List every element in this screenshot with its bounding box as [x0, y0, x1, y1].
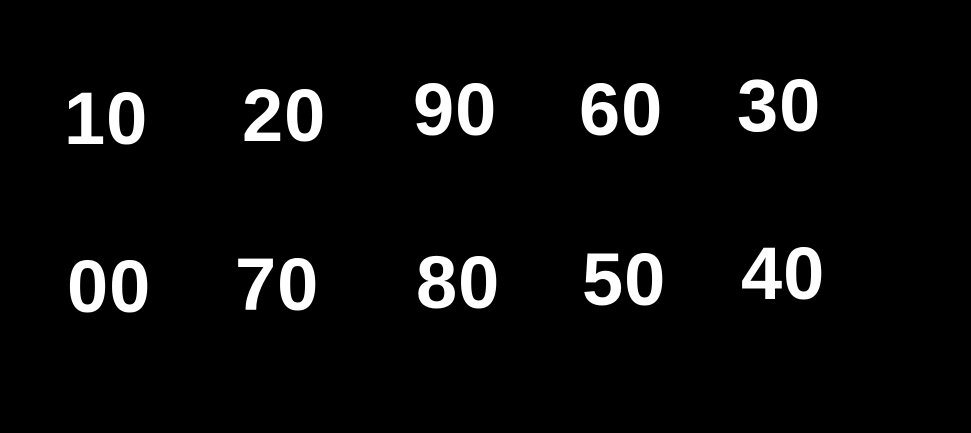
number-row2-col3: 80 — [416, 241, 501, 324]
number-row2-col1: 00 — [67, 245, 152, 328]
number-row1-col3: 90 — [413, 68, 498, 151]
number-row2-col2: 70 — [235, 243, 320, 326]
number-row2-col5: 40 — [741, 232, 826, 315]
number-row1-col2: 20 — [242, 74, 327, 157]
number-row1-col4: 60 — [579, 68, 664, 151]
number-row1-col5: 30 — [737, 64, 822, 147]
number-row1-col1: 10 — [64, 77, 149, 160]
number-row2-col4: 50 — [582, 238, 667, 321]
